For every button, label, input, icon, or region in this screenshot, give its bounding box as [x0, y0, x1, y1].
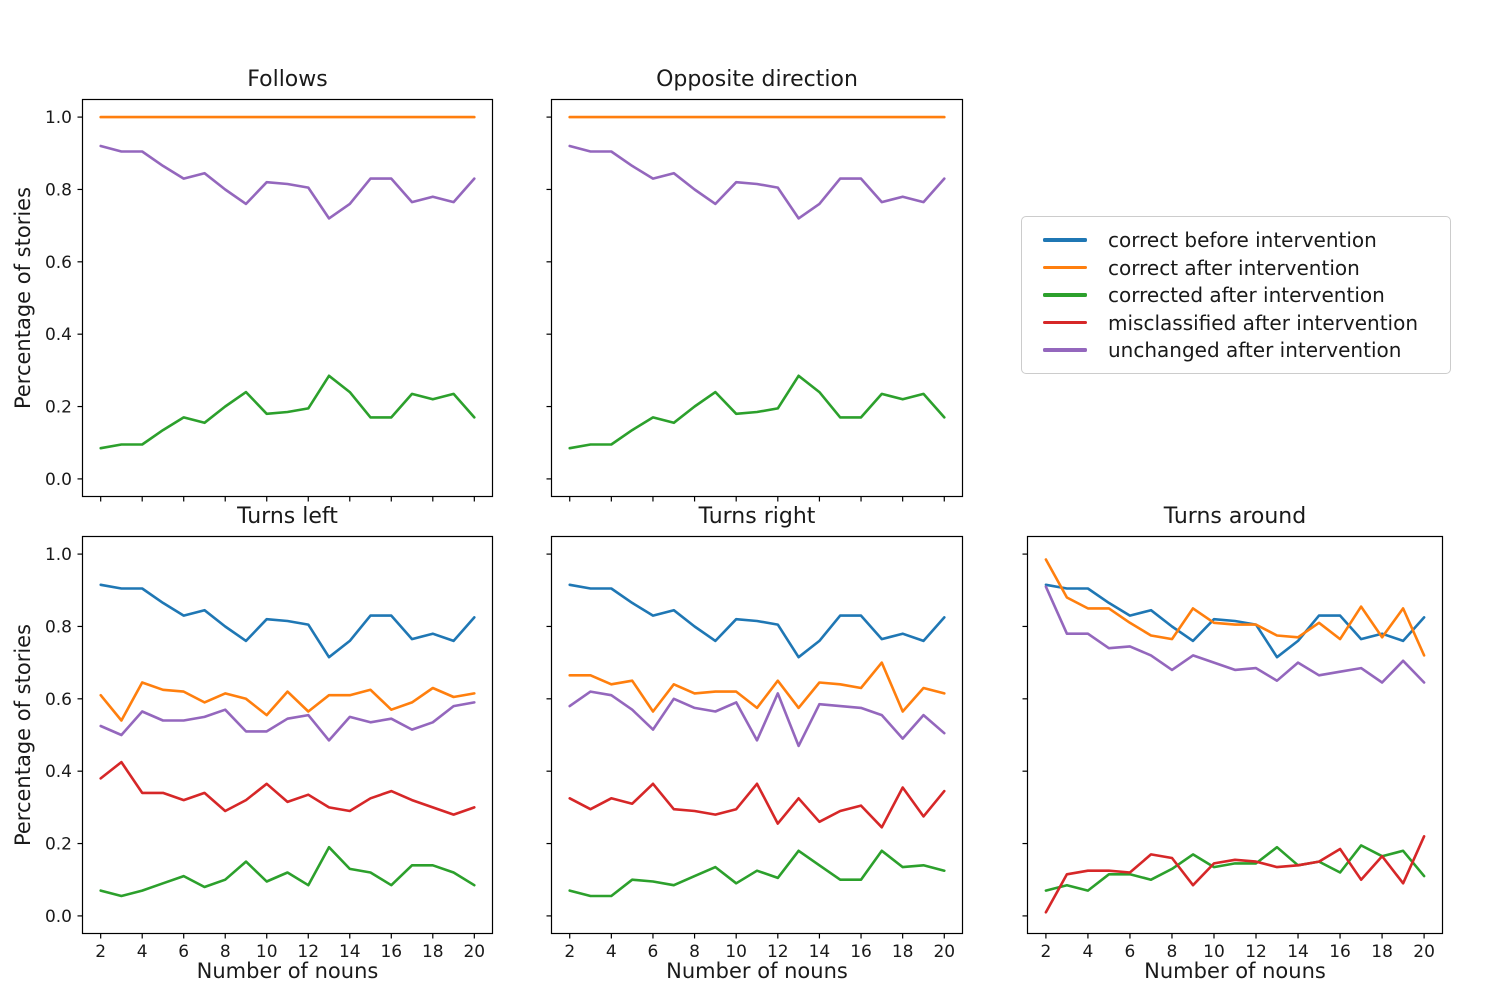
subplot-title-turns-right: Turns right	[698, 504, 816, 529]
x-tick-label-turns_right: 2	[564, 942, 575, 962]
axes-frame-follows	[81, 98, 494, 498]
line-opposite-unchanged-after-intervention	[568, 144, 946, 220]
line-turns_right-misclassified-after-intervention	[568, 782, 946, 829]
y-tick-label-follows: 0.8	[45, 180, 72, 200]
x-tick-label-turns_around: 6	[1125, 942, 1136, 962]
line-turns_around-corrected-after-intervention	[1044, 844, 1426, 892]
y-tick-label-turns_left: 0.6	[45, 690, 72, 710]
y-tick-label-turns_left: 1.0	[45, 545, 72, 565]
line-turns_left-unchanged-after-intervention	[99, 701, 476, 742]
x-tick-label-turns_right: 20	[933, 942, 955, 962]
y-tick-label-turns_left: 0.4	[45, 762, 72, 782]
legend-line-swatch	[1043, 348, 1087, 352]
legend-entry-label: misclassified after intervention	[1108, 310, 1419, 335]
y-tick-label-follows: 0.6	[45, 253, 72, 273]
legend-entry-label: correct after intervention	[1108, 255, 1360, 280]
y-tick-label-follows: 1.0	[45, 108, 72, 128]
x-tick-label-turns_left: 8	[220, 942, 231, 962]
y-tick-label-turns_left: 0.2	[45, 835, 72, 855]
legend-box: correct before intervention correct afte…	[1021, 216, 1451, 374]
x-tick-label-turns_right: 4	[606, 942, 617, 962]
y-axis-label-bottom: Percentage of stories	[11, 623, 35, 847]
legend-line-swatch	[1043, 265, 1087, 270]
line-turns_right-correct-after-intervention	[568, 661, 946, 713]
axes-frame-turns_around	[1026, 535, 1444, 935]
y-tick-label-follows: 0.0	[45, 470, 72, 490]
x-tick-label-turns_right: 10	[725, 942, 747, 962]
x-tick-label-turns_right: 6	[648, 942, 659, 962]
line-opposite-corrected-after-intervention	[568, 374, 946, 450]
legend-entry-misclassified-after: misclassified after intervention	[1043, 311, 1440, 335]
line-turns_around-misclassified-after-intervention	[1044, 834, 1426, 914]
x-tick-label-turns_right: 8	[689, 942, 700, 962]
x-tick-label-turns_around: 8	[1167, 942, 1178, 962]
y-tick-label-turns_left: 0.0	[45, 907, 72, 927]
x-tick-label-turns_around: 2	[1040, 942, 1051, 962]
x-tick-label-turns_left: 10	[256, 942, 278, 962]
x-tick-label-turns_around: 4	[1083, 942, 1094, 962]
x-tick-label-turns_left: 2	[95, 942, 106, 962]
subplot-title-opposite: Opposite direction	[656, 67, 858, 92]
line-turns_left-correct-after-intervention	[99, 681, 476, 722]
line-follows-corrected-after-intervention	[99, 374, 476, 450]
legend-entry-label: correct before intervention	[1108, 228, 1377, 252]
line-turns_right-corrected-after-intervention	[568, 849, 946, 898]
x-axis-label-turns-right: Number of nouns	[666, 959, 848, 983]
x-tick-label-turns_around: 18	[1371, 942, 1393, 962]
subplot-title-follows: Follows	[247, 67, 328, 92]
x-tick-label-turns_around: 10	[1203, 942, 1225, 962]
axes-frame-opposite	[550, 98, 964, 498]
legend-entry-label: corrected after intervention	[1108, 283, 1385, 307]
x-tick-label-turns_left: 12	[297, 942, 319, 962]
line-turns_around-correct-before-intervention	[1044, 583, 1426, 659]
y-tick-label-follows: 0.4	[45, 325, 72, 345]
x-tick-label-turns_right: 16	[850, 942, 872, 962]
x-tick-label-turns_left: 20	[463, 942, 485, 962]
line-turns_around-unchanged-after-intervention	[1044, 585, 1426, 684]
x-tick-label-turns_left: 18	[422, 942, 444, 962]
y-tick-label-follows: 0.2	[45, 398, 72, 418]
x-tick-label-turns_around: 16	[1329, 942, 1351, 962]
y-axis-label-top: Percentage of stories	[11, 186, 35, 410]
x-tick-label-turns_right: 18	[892, 942, 914, 962]
subplot-title-turns-around: Turns around	[1163, 504, 1307, 529]
legend-entry-correct-after: correct after intervention	[1043, 256, 1440, 280]
line-turns_around-correct-after-intervention	[1044, 558, 1426, 657]
axes-frame-turns_right	[550, 535, 964, 935]
legend-line-swatch	[1043, 320, 1087, 325]
line-turns_right-correct-before-intervention	[568, 583, 946, 659]
line-turns_left-correct-before-intervention	[99, 583, 476, 659]
x-tick-label-turns_right: 14	[809, 942, 831, 962]
legend-entry-corrected-after: corrected after intervention	[1043, 283, 1440, 307]
line-turns_left-corrected-after-intervention	[99, 845, 476, 898]
line-turns_right-unchanged-after-intervention	[568, 690, 946, 748]
axes-frame-turns_left	[81, 535, 494, 935]
x-tick-label-turns_around: 20	[1413, 942, 1435, 962]
legend-line-swatch	[1043, 238, 1087, 242]
x-tick-label-turns_around: 12	[1245, 942, 1267, 962]
x-axis-label-turns-left: Number of nouns	[196, 959, 379, 983]
x-axis-label-turns-around: Number of nouns	[1144, 959, 1326, 983]
line-follows-unchanged-after-intervention	[99, 144, 476, 220]
x-tick-label-turns_left: 6	[178, 942, 189, 962]
line-turns_left-misclassified-after-intervention	[99, 760, 476, 816]
subplot-title-turns-left: Turns left	[237, 504, 338, 529]
x-tick-label-turns_right: 12	[767, 942, 789, 962]
legend-entry-unchanged-after: unchanged after intervention	[1043, 338, 1440, 362]
x-tick-label-turns_around: 14	[1287, 942, 1309, 962]
y-tick-label-turns_left: 0.8	[45, 617, 72, 637]
x-tick-label-turns_left: 4	[137, 942, 148, 962]
legend-entry-correct-before: correct before intervention	[1043, 228, 1440, 252]
legend-line-swatch	[1043, 293, 1087, 297]
legend-entry-label: unchanged after intervention	[1108, 338, 1402, 362]
x-tick-label-turns_left: 16	[380, 942, 402, 962]
x-tick-label-turns_left: 14	[339, 942, 361, 962]
